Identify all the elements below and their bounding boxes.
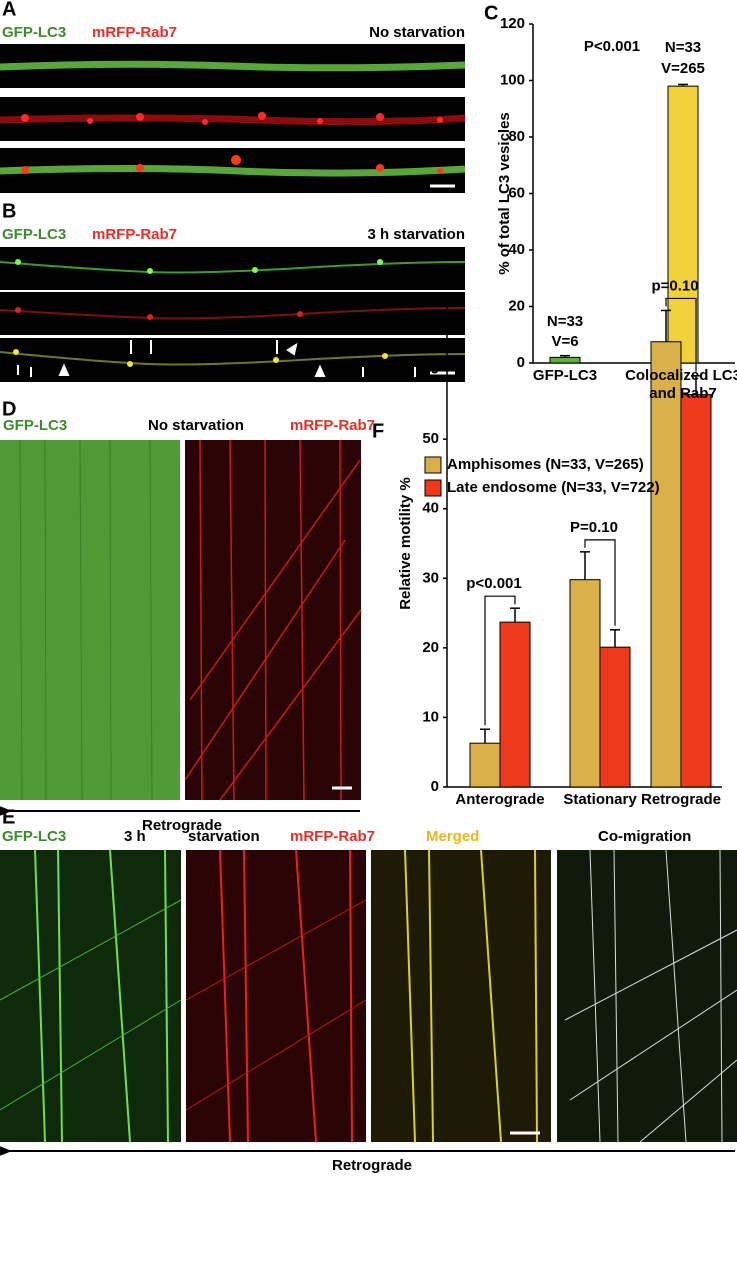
- bar: [569, 579, 601, 788]
- direction-label: Retrograde: [332, 1157, 412, 1174]
- y-tick-label: 60: [508, 184, 525, 201]
- condition-label: starvation: [188, 828, 260, 845]
- bar: [469, 742, 501, 788]
- channel-label: Co-migration: [598, 828, 691, 845]
- panel-label: B: [2, 200, 16, 222]
- x-tick-label: Colocalized LC3 and Rab7: [625, 367, 737, 402]
- channel-label: GFP-LC3: [2, 24, 66, 41]
- y-tick-label: 40: [422, 500, 439, 517]
- legend-swatch: [424, 456, 442, 474]
- x-tick-label: Anterograde: [455, 791, 545, 808]
- y-tick-label: 0: [517, 354, 525, 371]
- annotation: p<0.001: [466, 575, 521, 592]
- y-tick-label: 60: [422, 361, 439, 378]
- channel-label: mRFP-Rab7: [290, 417, 375, 434]
- significance-bracket: [584, 539, 616, 626]
- panel-label: C: [484, 2, 498, 24]
- condition-label: 3 h: [124, 828, 146, 845]
- legend-label: Amphisomes (N=33, V=265): [447, 456, 644, 473]
- panel-label: D: [2, 398, 16, 420]
- y-tick-label: 20: [508, 297, 525, 314]
- bar: [599, 646, 631, 788]
- channel-label: mRFP-Rab7: [290, 828, 375, 845]
- y-axis-label: Relative motility %: [397, 477, 414, 610]
- legend-swatch: [424, 479, 442, 497]
- channel-label: GFP-LC3: [2, 828, 66, 845]
- channel-label: mRFP-Rab7: [92, 226, 177, 243]
- y-tick-label: 20: [422, 639, 439, 656]
- y-tick-label: 70: [422, 291, 439, 308]
- kymograph: [0, 849, 737, 1143]
- annotation: p=0.10: [651, 277, 698, 294]
- significance-bracket: [665, 297, 697, 372]
- panel-label: A: [2, 0, 16, 20]
- y-tick-label: 120: [500, 15, 525, 32]
- panel-label: E: [2, 806, 15, 828]
- bar: [549, 356, 581, 364]
- channel-label: mRFP-Rab7: [92, 24, 177, 41]
- y-axis-label: % of total LC3 vesicles: [496, 112, 513, 275]
- annotation: P=0.10: [570, 519, 618, 536]
- condition-label: 3 h starvation: [367, 226, 465, 243]
- x-tick-label: Retrograde: [640, 791, 722, 808]
- micrograph: [0, 247, 477, 382]
- annotation: N=33: [665, 39, 701, 56]
- y-tick-label: 50: [422, 430, 439, 447]
- channel-label: Merged: [426, 828, 479, 845]
- x-tick-label: GFP-LC3: [532, 367, 598, 384]
- annotation: N=33: [547, 313, 583, 330]
- annotation: V=265: [661, 60, 705, 77]
- panel-label: F: [372, 420, 384, 442]
- annotation: V=6: [551, 333, 578, 350]
- significance-bracket: [484, 595, 516, 726]
- channel-label: GFP-LC3: [2, 226, 66, 243]
- kymograph: [0, 439, 362, 801]
- y-tick-label: 80: [508, 128, 525, 145]
- x-tick-label: Stationary: [563, 791, 637, 808]
- y-tick-label: 10: [422, 708, 439, 725]
- bar: [667, 85, 699, 364]
- y-tick-label: 100: [500, 71, 525, 88]
- direction-label: Retrograde: [142, 817, 222, 834]
- condition-label: No starvation: [148, 417, 244, 434]
- legend-label: Late endosome (N=33, V=722): [447, 479, 660, 496]
- condition-label: No starvation: [369, 24, 465, 41]
- micrograph: [0, 44, 466, 193]
- y-tick-label: 40: [508, 241, 525, 258]
- channel-label: GFP-LC3: [3, 417, 67, 434]
- y-tick-label: 30: [422, 569, 439, 586]
- bar: [499, 621, 531, 788]
- bar: [680, 394, 712, 788]
- bar: [650, 341, 682, 788]
- annotation: P<0.001: [584, 38, 640, 55]
- y-tick-label: 0: [431, 778, 439, 795]
